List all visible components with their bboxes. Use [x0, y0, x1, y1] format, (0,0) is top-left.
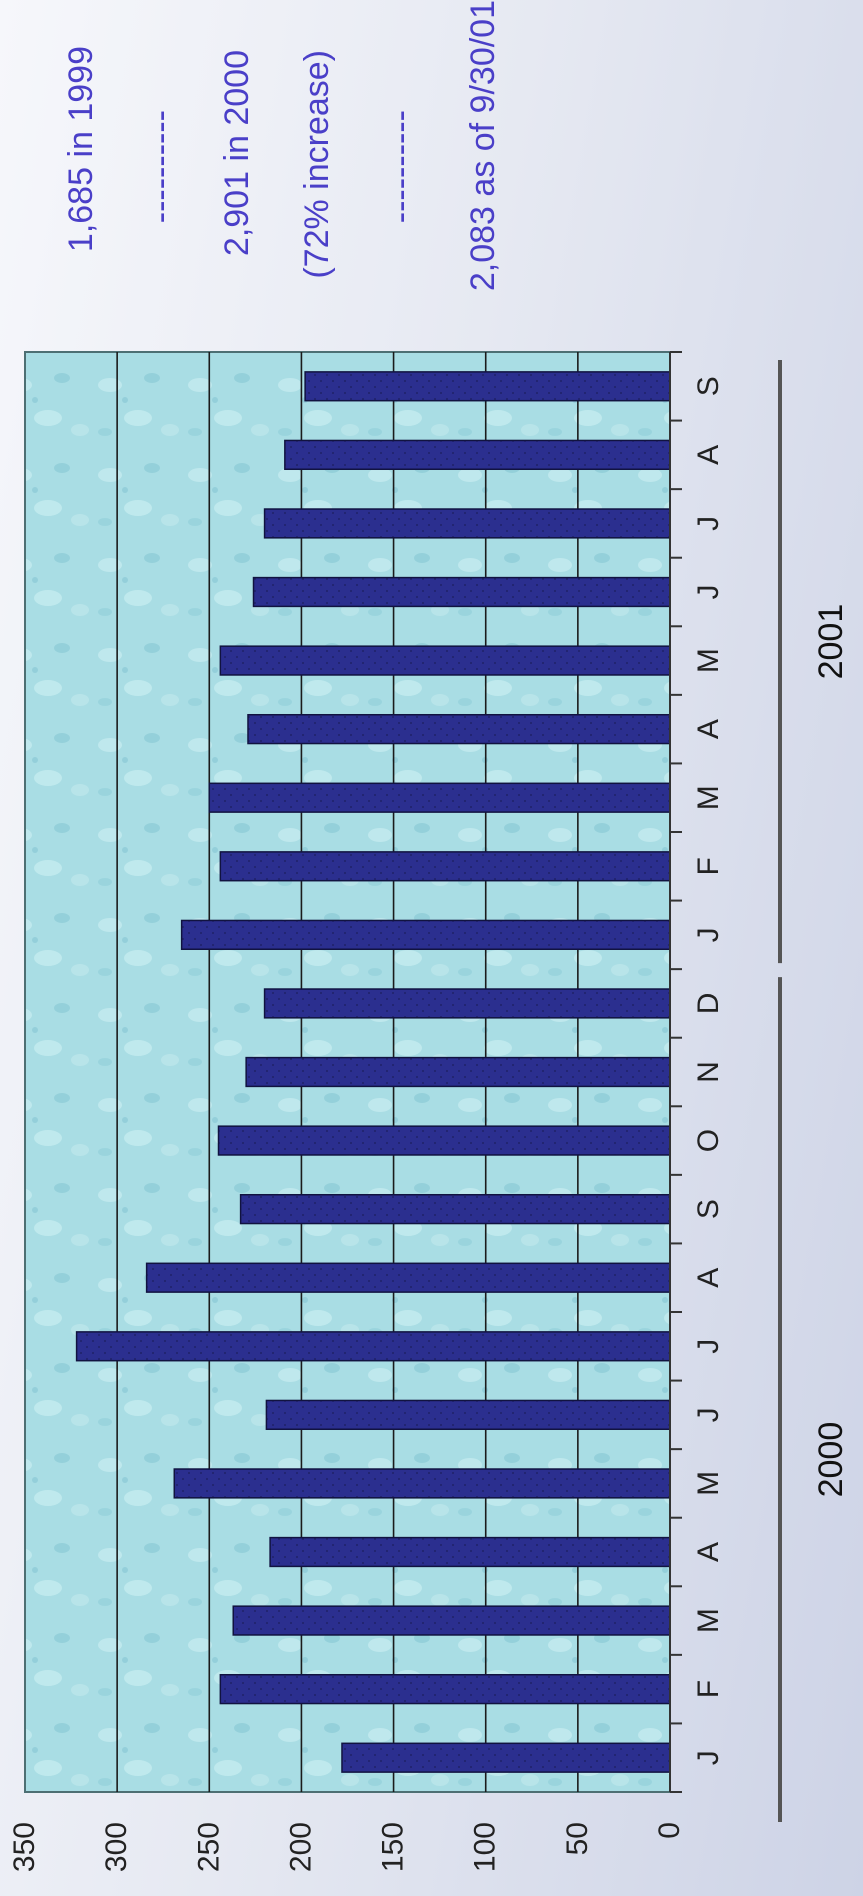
x-tick-label: S — [692, 376, 725, 396]
bar — [232, 1605, 671, 1636]
bar — [219, 1673, 671, 1705]
bar — [208, 782, 671, 813]
x-tick-label: A — [692, 719, 725, 739]
bar — [304, 371, 671, 402]
x-tick-label: N — [692, 1061, 725, 1083]
annotation-divider1: ---------- — [142, 110, 180, 223]
bar — [145, 1262, 671, 1293]
x-tick-label: J — [692, 585, 725, 600]
x-tick-label: M — [692, 648, 725, 673]
x-tick-label: F — [692, 1680, 725, 1698]
axes: 0 50 100 150 200 250 300 350 J F M A M J J A S O N D J F M A M J J… — [8, 351, 850, 1872]
year-label: 2000 — [812, 1422, 850, 1498]
x-tick-label: F — [692, 857, 725, 875]
bar — [269, 1536, 671, 1568]
y-tick-label: 350 — [8, 1822, 41, 1872]
y-tick-label: 50 — [561, 1822, 594, 1855]
bar — [219, 645, 671, 676]
x-tick-label: A — [692, 1542, 725, 1562]
bar — [263, 988, 671, 1019]
x-tick-label: D — [692, 993, 725, 1015]
bar — [180, 919, 671, 951]
bar — [247, 713, 671, 745]
x-tick-label: J — [692, 927, 725, 942]
annotation-line1: 1,685 in 1999 — [62, 46, 100, 252]
year-label: 2001 — [812, 604, 850, 680]
y-tick-label: 150 — [377, 1822, 410, 1872]
annotation-divider2: ---------- — [382, 110, 420, 223]
bar — [245, 1056, 671, 1088]
y-tick-label: 100 — [469, 1822, 502, 1872]
annotation-line2: 2,901 in 2000 — [218, 50, 256, 256]
bar — [217, 1125, 671, 1156]
x-tick-label: M — [692, 1608, 725, 1633]
bar — [284, 439, 671, 471]
x-tick-label: J — [692, 516, 725, 531]
bar — [219, 851, 671, 882]
x-tick-label: M — [692, 1471, 725, 1496]
y-tick-label: 0 — [653, 1822, 686, 1839]
x-tick-label: A — [692, 1268, 725, 1288]
bar — [173, 1468, 671, 1499]
annotation-line3: (72% increase) — [298, 50, 336, 279]
x-tick-label: O — [692, 1129, 725, 1152]
bars — [75, 371, 671, 1773]
bar — [239, 1193, 671, 1225]
y-tick-label: 300 — [100, 1822, 133, 1872]
bar — [265, 1399, 671, 1431]
x-tick-label: J — [692, 1407, 725, 1422]
x-tick-label: A — [692, 445, 725, 465]
x-tick-label: J — [692, 1339, 725, 1354]
bar — [75, 1331, 671, 1362]
annotations: 1,685 in 1999 ---------- 2,901 in 2000 (72%… — [62, 0, 502, 291]
bar — [341, 1742, 671, 1773]
x-tick-label: M — [692, 785, 725, 810]
annotation-line4: 2,083 as of 9/30/01 — [464, 0, 502, 291]
bar — [263, 508, 671, 539]
x-tick-label: S — [692, 1199, 725, 1219]
y-tick-label: 200 — [284, 1822, 317, 1872]
y-tick-label: 250 — [192, 1822, 225, 1872]
bar — [252, 576, 671, 608]
x-tick-label: J — [692, 1750, 725, 1765]
